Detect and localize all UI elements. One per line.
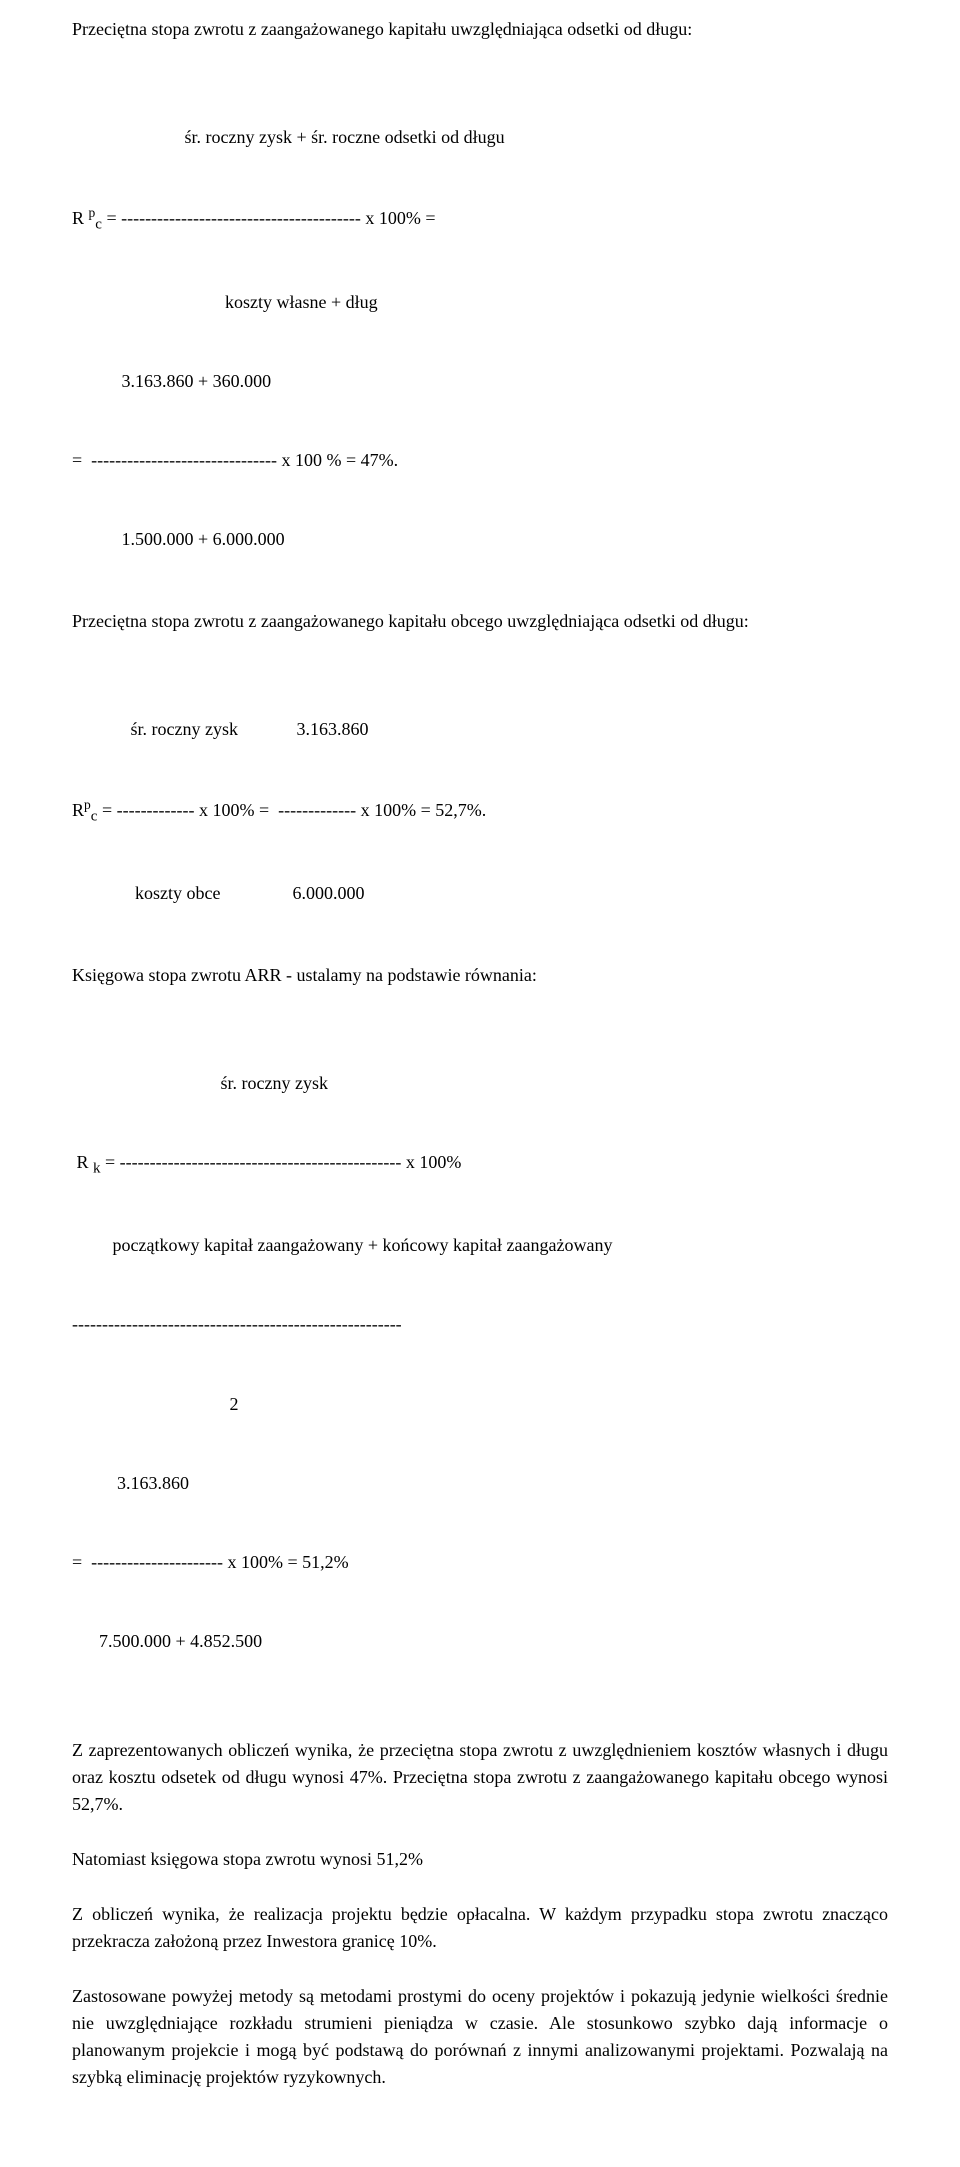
section3-title: Księgowa stopa zwrotu ARR - ustalamy na … (72, 962, 888, 989)
s3-lhs: R k = ----------------------------------… (72, 1152, 461, 1172)
s3-denominator-label: początkowy kapitał zaangażowany + końcow… (113, 1235, 613, 1255)
s1-numerator-label: śr. roczny zysk + śr. roczne odsetki od … (185, 127, 505, 147)
s1-denominator-label: koszty własne + dług (225, 292, 378, 312)
s2-numerator-label: śr. roczny zysk 3.163.860 (131, 719, 369, 739)
section2-title: Przeciętna stopa zwrotu z zaangażowanego… (72, 608, 888, 635)
paragraph-4: Zastosowane powyżej metody są metodami p… (72, 1983, 888, 2091)
paragraph-1: Z zaprezentowanych obliczeń wynika, że p… (72, 1737, 888, 1818)
s3-divider: ----------------------------------------… (72, 1314, 402, 1334)
s3-numerator-label: śr. roczny zysk (221, 1073, 328, 1093)
s3-calc-denominator: 7.500.000 + 4.852.500 (99, 1631, 262, 1651)
s1-lhs: R pc = ---------------------------------… (72, 208, 436, 228)
s3-calc-numerator: 3.163.860 (117, 1473, 189, 1493)
section1-title: Przeciętna stopa zwrotu z zaangażowanego… (72, 16, 888, 43)
s1-calc-numerator: 3.163.860 + 360.000 (122, 371, 272, 391)
section1-formula: śr. roczny zysk + śr. roczne odsetki od … (72, 71, 888, 580)
s1-calc-denominator: 1.500.000 + 6.000.000 (122, 529, 285, 549)
s1-calc-line: = ------------------------------- x 100 … (72, 450, 398, 470)
paragraph-2: Natomiast księgowa stopa zwrotu wynosi 5… (72, 1846, 888, 1873)
s2-denominator-label: koszty obce 6.000.000 (135, 883, 364, 903)
section3-formula: śr. roczny zysk R k = ------------------… (72, 1017, 888, 1682)
section2-formula: śr. roczny zysk 3.163.860 Rpc = --------… (72, 663, 888, 934)
s2-lhs: Rpc = ------------- x 100% = -----------… (72, 800, 486, 820)
s3-calc-line: = ---------------------- x 100% = 51,2% (72, 1552, 349, 1572)
paragraph-3: Z obliczeń wynika, że realizacja projekt… (72, 1901, 888, 1955)
